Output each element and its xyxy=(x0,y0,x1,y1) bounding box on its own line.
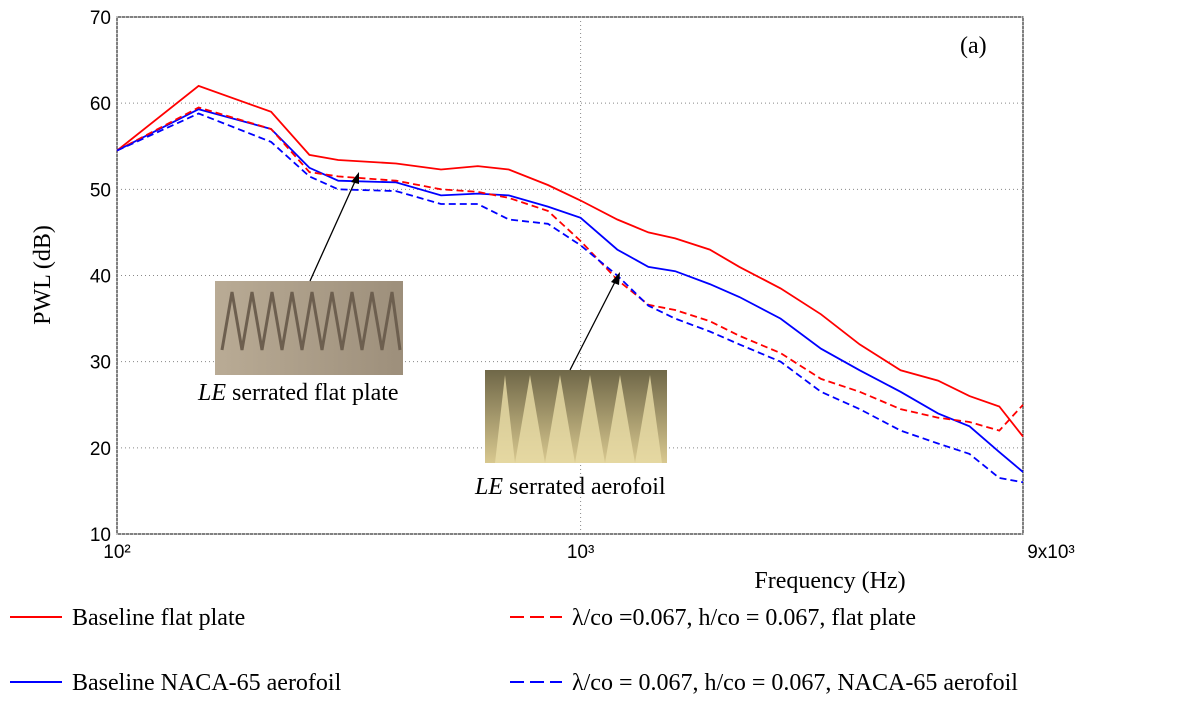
y-tick-label: 20 xyxy=(90,439,111,460)
x-axis-label: Frequency (Hz) xyxy=(754,568,905,594)
arrow xyxy=(569,277,618,371)
y-tick-label: 40 xyxy=(90,267,111,288)
series-line xyxy=(116,112,1024,484)
aerofoil-photo xyxy=(485,370,667,463)
y-tick-label: 10 xyxy=(90,525,111,546)
y-tick-label: 30 xyxy=(90,353,111,374)
legend-label: Baseline NACA-65 aerofoil xyxy=(72,670,342,696)
y-tick-label: 60 xyxy=(90,94,111,115)
image-caption: LE serrated aerofoil xyxy=(474,474,666,500)
series-line xyxy=(116,84,1024,438)
arrow-head xyxy=(351,172,359,184)
y-axis-label: PWL (dB) xyxy=(30,225,56,325)
annotation: (a) xyxy=(960,33,987,59)
series-line xyxy=(116,106,1024,432)
serration xyxy=(220,291,402,351)
legend-label: λ/co =0.067, h/co = 0.067, flat plate xyxy=(572,605,916,631)
legend-label: Baseline flat plate xyxy=(72,605,245,631)
x-tick-label: 9x10³ xyxy=(1027,542,1075,563)
arrow-head xyxy=(611,272,620,285)
serration xyxy=(495,375,662,463)
image-caption: LE serrated flat plate xyxy=(197,380,399,406)
series-line xyxy=(116,108,1024,473)
x-tick-label: 10² xyxy=(103,542,130,563)
x-tick-label: 10³ xyxy=(567,542,594,563)
y-tick-label: 70 xyxy=(90,8,111,29)
arrow xyxy=(309,176,358,282)
flat-plate-photo xyxy=(215,281,403,375)
legend-label: λ/co = 0.067, h/co = 0.067, NACA-65 aero… xyxy=(572,670,1018,696)
y-tick-label: 50 xyxy=(90,180,111,201)
